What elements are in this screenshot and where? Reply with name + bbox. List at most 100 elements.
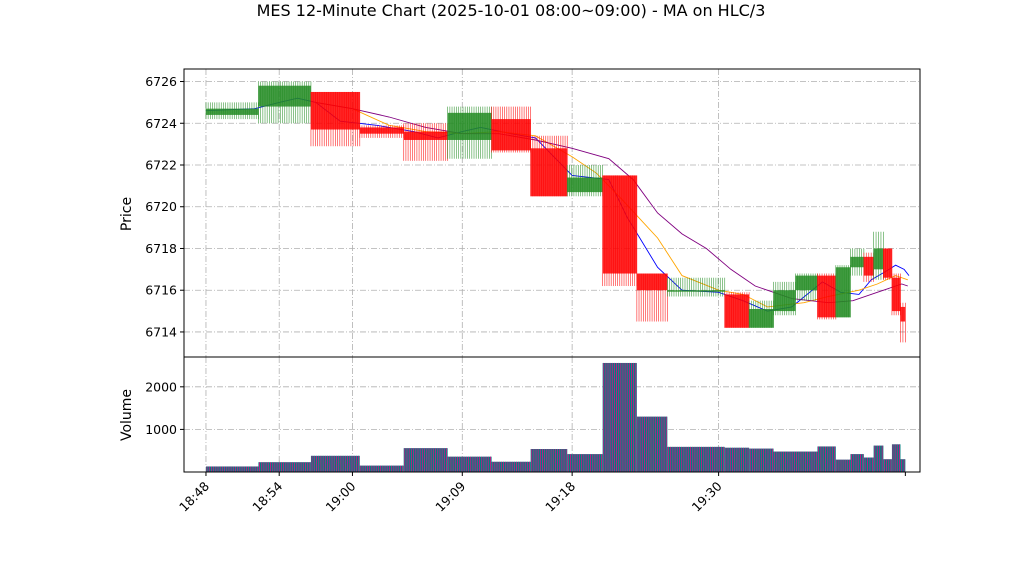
volume-bar-body: [567, 454, 603, 472]
x-tick-label: 19:30: [689, 478, 725, 514]
candle-up: [850, 248, 865, 276]
price-tick-label: 6718: [145, 241, 177, 256]
volume-grid: [184, 357, 920, 472]
price-panel: 6714 6716 6718 6720 6722 6724 6726 Price: [119, 68, 921, 358]
candle-up: [748, 300, 774, 328]
chart-title: MES 12-Minute Chart (2025-10-01 08:00~09…: [257, 1, 766, 20]
candle-body: [602, 175, 637, 274]
x-tick-label: 19:09: [432, 478, 468, 514]
price-tick-label: 6714: [145, 324, 177, 339]
candle-down: [359, 125, 405, 138]
candle-up: [447, 106, 492, 159]
volume-bar: [602, 362, 637, 472]
volume-bars: [205, 362, 906, 472]
volume-bar-body: [850, 454, 864, 472]
volume-bar: [724, 447, 750, 472]
price-y-ticks: 6714 6716 6718 6720 6722 6724 6726: [145, 74, 184, 339]
candle-up: [873, 231, 884, 280]
volume-bar: [530, 449, 568, 472]
candle-body: [749, 309, 774, 328]
volume-bar: [310, 455, 360, 472]
candle-body: [403, 131, 448, 140]
volume-bar-body: [447, 456, 492, 472]
volume-y-label: Volume: [119, 389, 135, 441]
candle-down: [491, 106, 531, 153]
candle-body: [636, 273, 668, 291]
candle-body: [863, 256, 874, 276]
price-y-label: Price: [119, 197, 135, 231]
candle-down: [891, 273, 901, 316]
volume-bar-body: [900, 459, 906, 472]
volume-bar-body: [883, 459, 892, 472]
candle-body: [310, 91, 360, 130]
candle-body: [795, 275, 818, 291]
price-tick-label: 6724: [145, 116, 177, 131]
volume-bar: [835, 459, 851, 472]
candle-down: [724, 292, 750, 328]
price-tick-label: 6716: [145, 283, 177, 298]
volume-bar: [447, 456, 492, 472]
volume-bar: [258, 462, 311, 472]
volume-plot-frame: [183, 356, 921, 473]
price-tick-label: 6722: [145, 158, 177, 173]
volume-bar: [205, 466, 259, 472]
volume-panel: 1000 2000 Volume: [119, 356, 921, 473]
volume-bar: [636, 416, 668, 472]
volume-bar: [795, 451, 818, 472]
candle-body: [891, 277, 901, 312]
candle-up: [566, 165, 604, 197]
candles: [205, 81, 906, 343]
candle-body: [491, 119, 531, 151]
volume-bar: [883, 459, 892, 472]
volume-bar-body: [258, 462, 311, 472]
volume-bar-body: [817, 446, 836, 472]
volume-y-ticks: 1000 2000: [145, 379, 184, 437]
x-tick-label: 19:18: [542, 478, 578, 514]
volume-bar: [667, 446, 725, 472]
x-axis-ticks: 18:48 18:54 19:00 19:09 19:18 19:30: [176, 472, 906, 515]
volume-bar-body: [636, 416, 668, 472]
candle-down: [602, 175, 638, 287]
volume-bar: [863, 457, 874, 472]
candle-body: [667, 290, 725, 292]
candle-body: [530, 148, 568, 197]
candle-down: [530, 135, 568, 197]
price-tick-label: 6720: [145, 199, 177, 214]
volume-bar: [403, 448, 448, 472]
x-tick-label: 18:54: [249, 478, 285, 514]
candle-body: [773, 290, 796, 312]
volume-bar-body: [891, 444, 901, 472]
volume-bar: [773, 451, 796, 472]
volume-bar: [873, 445, 884, 472]
volume-bar: [359, 465, 404, 472]
volume-bar: [491, 461, 531, 472]
volume-bar-body: [667, 446, 725, 472]
candle-down: [310, 91, 361, 147]
volume-tick-label: 1000: [145, 422, 177, 437]
candle-body: [850, 256, 864, 268]
candle-body: [205, 108, 259, 115]
volume-bar: [817, 446, 836, 472]
volume-bar: [749, 448, 774, 472]
candle-body: [835, 267, 851, 318]
candle-body: [883, 248, 892, 278]
volume-tick-label: 2000: [145, 379, 177, 394]
candle-body: [817, 275, 836, 318]
candle-down: [403, 123, 448, 161]
volume-bar: [850, 454, 864, 472]
volume-bar-body: [863, 457, 874, 472]
volume-bar: [900, 459, 906, 472]
candle-body: [258, 85, 311, 107]
volume-bar-body: [403, 448, 448, 472]
candle-body: [447, 112, 492, 140]
candle-up: [773, 281, 796, 316]
x-tick-label: 18:48: [176, 478, 212, 514]
candle-up: [258, 81, 312, 124]
candle-down: [636, 273, 668, 322]
candle-up: [835, 265, 851, 318]
volume-bar-body: [491, 461, 531, 472]
volume-bar-body: [359, 465, 404, 472]
candle-down: [883, 248, 893, 280]
candle-down: [817, 273, 837, 320]
